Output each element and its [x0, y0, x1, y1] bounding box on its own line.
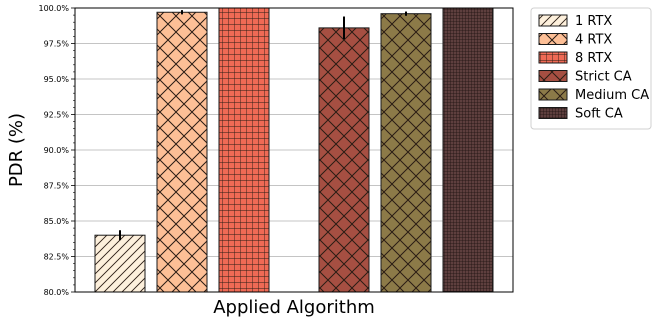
legend-swatch	[538, 107, 568, 119]
legend-swatch	[538, 51, 568, 64]
y-tick-label: 90.0%	[44, 146, 70, 155]
bars	[94, 7, 494, 293]
y-tick-label: 82.5%	[44, 253, 70, 262]
y-tick-label: 95.0%	[44, 75, 70, 84]
legend-swatch	[538, 14, 568, 27]
legend-label: 1 RTX	[575, 14, 612, 29]
axes: 80.0% 82.5% 85.0% 87.5% 90.0% 92.5% 95.0% 97.5%…	[38, 4, 514, 297]
plot-frame	[74, 7, 514, 293]
legend-swatch	[538, 70, 568, 82]
x-axis-label: Applied Algorithm	[213, 297, 375, 318]
y-tick-label: 100.0%	[38, 4, 69, 13]
bar	[94, 234, 146, 293]
bar	[156, 11, 208, 293]
legend-label: Soft CA	[575, 107, 623, 122]
legend-swatch	[538, 33, 568, 45]
legend: 1 RTX 4 RTX 8 RTX Strict CA Medium CA Soft CA	[530, 7, 652, 130]
bar	[442, 7, 494, 293]
legend-swatch	[538, 88, 568, 101]
legend-label: 8 RTX	[575, 51, 612, 66]
y-axis-label: PDR (%)	[6, 113, 27, 187]
y-tick-label: 85.0%	[44, 217, 70, 226]
y-tick-label: 80.0%	[44, 288, 70, 297]
y-tick-label: 97.5%	[44, 40, 70, 49]
y-tick-label: 87.5%	[44, 182, 70, 191]
y-tick-label: 92.5%	[44, 111, 70, 120]
bar	[380, 13, 432, 293]
legend-label: Strict CA	[575, 70, 632, 85]
bar	[218, 7, 270, 293]
legend-label: 4 RTX	[575, 33, 612, 48]
bar	[318, 27, 370, 293]
legend-label: Medium CA	[575, 88, 649, 103]
